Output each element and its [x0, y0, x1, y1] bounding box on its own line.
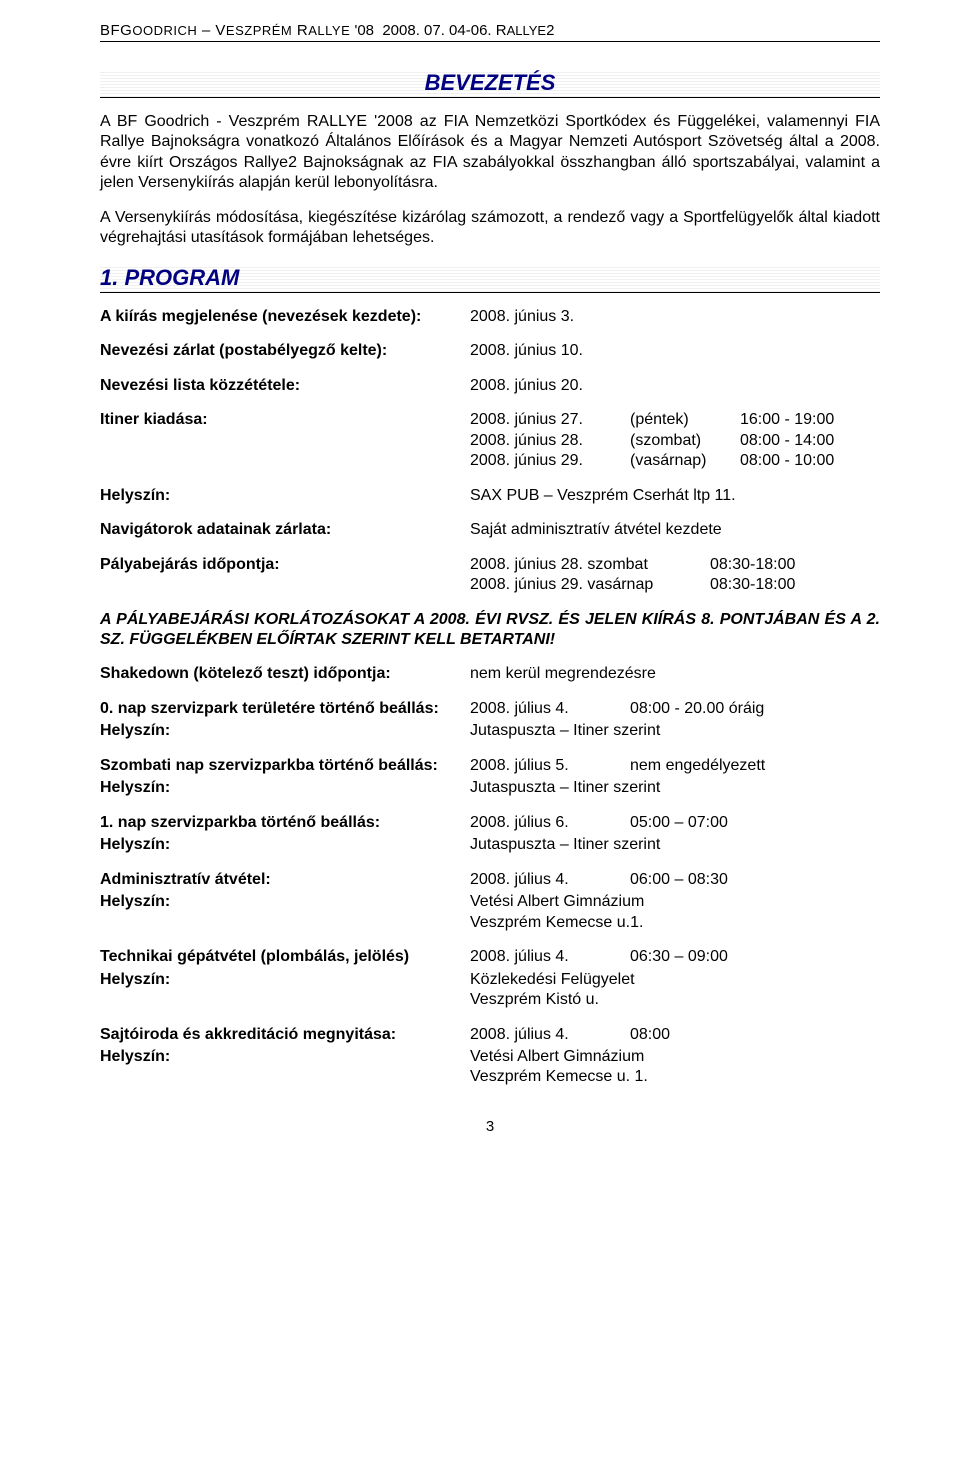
venue-line: Vetési Albert Gimnázium: [470, 1047, 880, 1067]
row-shakedown: Shakedown (kötelező teszt) időpontja: ne…: [100, 664, 880, 684]
row-navigator: Navigátorok adatainak zárlata: Saját adm…: [100, 520, 880, 540]
label: Adminisztratív átvétel:: [100, 870, 470, 890]
row-venue: Helyszín: SAX PUB – Veszprém Cserhát ltp…: [100, 486, 880, 506]
time: 06:00 – 08:30: [630, 870, 880, 890]
value: Vetési Albert Gimnázium Veszprém Kemecse…: [470, 1047, 880, 1088]
row-admin: Adminisztratív átvétel: 2008. július 4.0…: [100, 870, 880, 933]
intro-paragraph-1: A BF Goodrich - Veszprém RALLYE '2008 az…: [100, 112, 880, 194]
date: 2008. június 28.: [470, 431, 630, 451]
date: 2008. június 29.: [470, 451, 630, 471]
venue-line: Veszprém Kistó u.: [470, 990, 880, 1010]
date: 2008. július 5.: [470, 756, 630, 776]
note: nem engedélyezett: [630, 756, 880, 776]
value: nem kerül megrendezésre: [470, 664, 880, 684]
label: Technikai gépátvétel (plombálás, jelölés…: [100, 947, 470, 967]
time: 08:30-18:00: [710, 575, 880, 595]
value: 2008. június 28. szombat08:30-18:00 2008…: [470, 555, 880, 596]
label: Sajtóiroda és akkreditáció megnyitása:: [100, 1025, 470, 1045]
date: 2008. július 4.: [470, 1025, 630, 1045]
venue-line: Vetési Albert Gimnázium: [470, 892, 880, 912]
time: 08:00 - 20.00 óráig: [630, 699, 880, 719]
page-number: 3: [100, 1118, 880, 1135]
row-entry-close: Nevezési zárlat (postabélyegző kelte): 2…: [100, 341, 880, 361]
day: (péntek): [630, 410, 740, 430]
time: 06:30 – 09:00: [630, 947, 880, 967]
time: 08:00 - 10:00: [740, 451, 880, 471]
row-service0: 0. nap szervizpark területére történő be…: [100, 699, 880, 742]
label: Itiner kiadása:: [100, 410, 470, 471]
intro-paragraph-2: A Versenykiírás módosítása, kiegészítése…: [100, 208, 880, 249]
value: Jutaspuszta – Itiner szerint: [470, 721, 880, 741]
label: Helyszín:: [100, 486, 470, 506]
row-service1: 1. nap szervizparkba történő beállás: 20…: [100, 813, 880, 856]
section-intro-title: BEVEZETÉS: [100, 70, 880, 98]
value: 2008. június 3.: [470, 307, 880, 327]
date: 2008. július 6.: [470, 813, 630, 833]
venue-line: Veszprém Kemecse u.1.: [470, 913, 880, 933]
time: 08:00 - 14:00: [740, 431, 880, 451]
time: 08:00: [630, 1025, 880, 1045]
label: 0. nap szervizpark területére történő be…: [100, 699, 470, 719]
date: 2008. július 4.: [470, 947, 630, 967]
warning-text: A PÁLYABEJÁRÁSI KORLÁTOZÁSOKAT A 2008. É…: [100, 610, 880, 651]
time: 05:00 – 07:00: [630, 813, 880, 833]
venue-line: Közlekedési Felügyelet: [470, 970, 880, 990]
label: A kiírás megjelenése (nevezések kezdete)…: [100, 307, 470, 327]
header-line: BFGOODRICH – VESZPRÉM RALLYE '08 2008. 0…: [100, 22, 880, 42]
label: Szombati nap szervizparkba történő beáll…: [100, 756, 470, 776]
date: 2008. június 29. vasárnap: [470, 575, 710, 595]
label-venue: Helyszín:: [100, 721, 470, 741]
row-recce: Pályabejárás időpontja: 2008. június 28.…: [100, 555, 880, 596]
value: Jutaspuszta – Itiner szerint: [470, 778, 880, 798]
value: Vetési Albert Gimnázium Veszprém Kemecse…: [470, 892, 880, 933]
value: SAX PUB – Veszprém Cserhát ltp 11.: [470, 486, 880, 506]
label-venue: Helyszín:: [100, 835, 470, 855]
value: Saját adminisztratív átvétel kezdete: [470, 520, 880, 540]
label: Pályabejárás időpontja:: [100, 555, 470, 596]
row-scrutineering: Technikai gépátvétel (plombálás, jelölés…: [100, 947, 880, 1010]
label-venue: Helyszín:: [100, 970, 470, 1011]
row-press: Sajtóiroda és akkreditáció megnyitása: 2…: [100, 1025, 880, 1088]
date: 2008. július 4.: [470, 870, 630, 890]
value: Közlekedési Felügyelet Veszprém Kistó u.: [470, 970, 880, 1011]
date: 2008. június 28. szombat: [470, 555, 710, 575]
venue-line: Veszprém Kemecse u. 1.: [470, 1067, 880, 1087]
value: 2008. június 20.: [470, 376, 880, 396]
label-venue: Helyszín:: [100, 778, 470, 798]
label: 1. nap szervizparkba történő beállás:: [100, 813, 470, 833]
label: Shakedown (kötelező teszt) időpontja:: [100, 664, 470, 684]
value: 2008. június 10.: [470, 341, 880, 361]
day: (szombat): [630, 431, 740, 451]
section-program-title: 1. PROGRAM: [100, 265, 880, 293]
time: 08:30-18:00: [710, 555, 880, 575]
value: Jutaspuszta – Itiner szerint: [470, 835, 880, 855]
row-announcement: A kiírás megjelenése (nevezések kezdete)…: [100, 307, 880, 327]
label: Nevezési zárlat (postabélyegző kelte):: [100, 341, 470, 361]
date: 2008. július 4.: [470, 699, 630, 719]
value: 2008. június 27.(péntek)16:00 - 19:00 20…: [470, 410, 880, 471]
time: 16:00 - 19:00: [740, 410, 880, 430]
row-itiner: Itiner kiadása: 2008. június 27.(péntek)…: [100, 410, 880, 471]
label: Nevezési lista közzététele:: [100, 376, 470, 396]
day: (vasárnap): [630, 451, 740, 471]
label-venue: Helyszín:: [100, 892, 470, 933]
label-venue: Helyszín:: [100, 1047, 470, 1088]
date: 2008. június 27.: [470, 410, 630, 430]
row-service-sat: Szombati nap szervizparkba történő beáll…: [100, 756, 880, 799]
label: Navigátorok adatainak zárlata:: [100, 520, 470, 540]
row-entry-list: Nevezési lista közzététele: 2008. június…: [100, 376, 880, 396]
